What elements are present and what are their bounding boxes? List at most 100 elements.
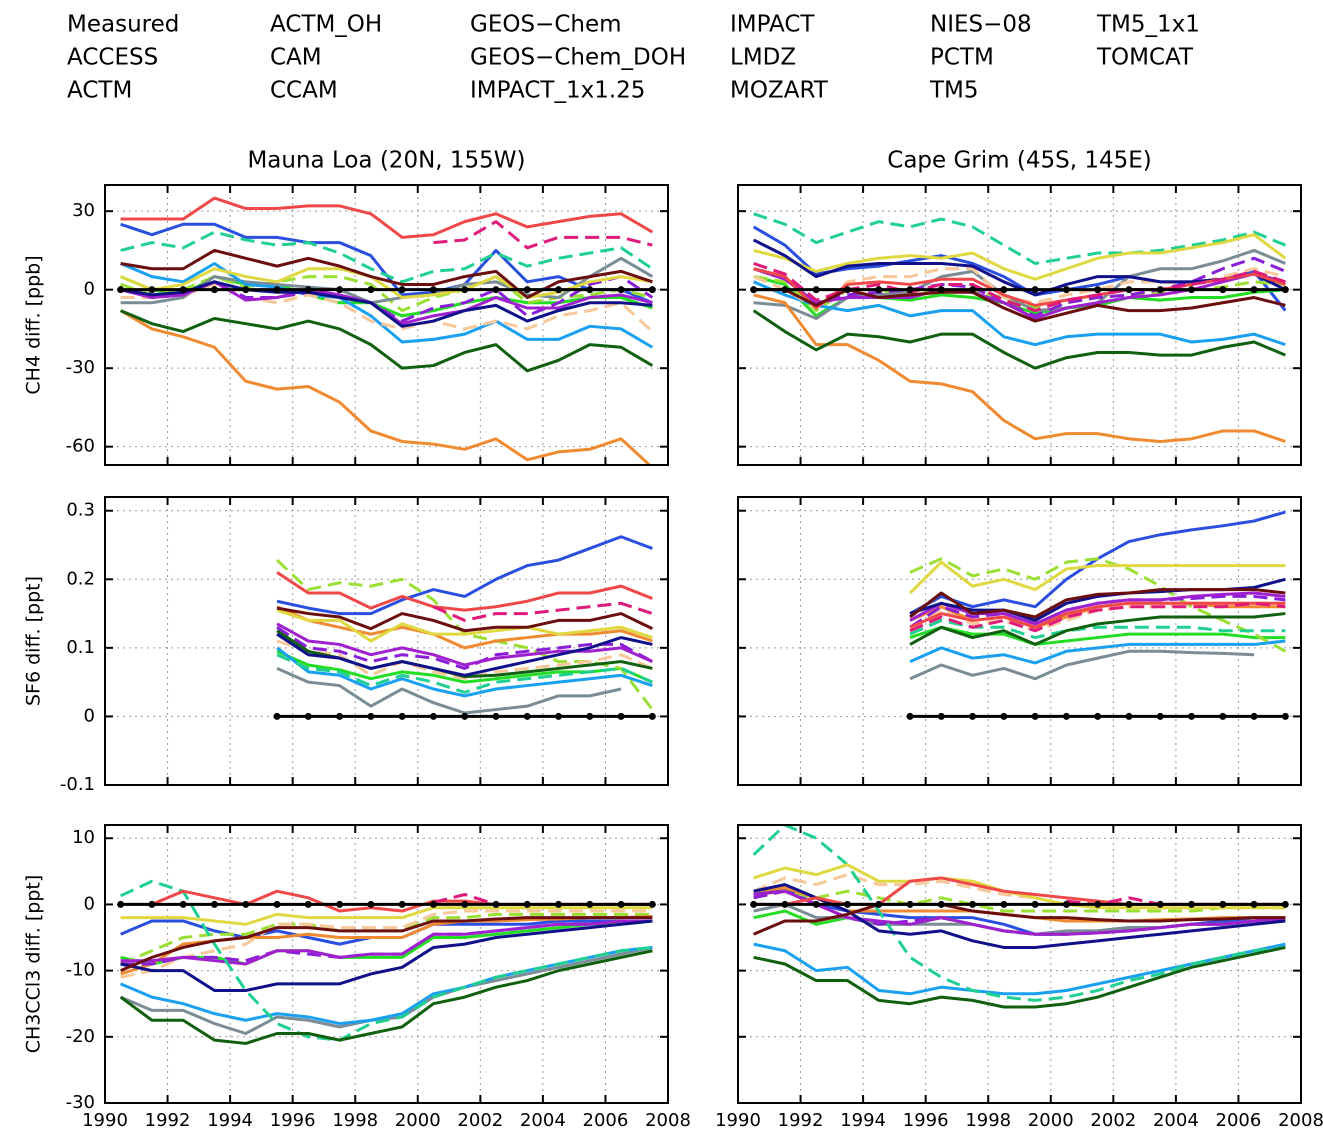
panel: 1990 1992 1994 1996 1998 2000 2002 2004 2006 2008 <box>715 824 1323 1131</box>
data-point <box>781 900 789 908</box>
data-point <box>937 286 945 294</box>
y-tick-label: -0.1 <box>60 774 95 795</box>
data-point <box>1219 900 1227 908</box>
data-point <box>969 712 977 720</box>
legend-entry: IMPACT <box>730 12 815 38</box>
plot-frame <box>737 496 1302 786</box>
x-tick-label: 1992 <box>145 1110 191 1131</box>
series-line <box>276 639 653 681</box>
data-point <box>1000 286 1008 294</box>
panel-title: Mauna Loa (20N, 155W) <box>247 148 525 174</box>
series-line <box>120 262 654 349</box>
data-point <box>273 712 281 720</box>
y-tick-label: 10 <box>72 827 95 848</box>
data-point <box>1281 900 1289 908</box>
data-point <box>1250 900 1258 908</box>
y-axis-label: SF6 diff. [ppt] <box>23 576 45 706</box>
data-point <box>1219 286 1227 294</box>
panel: -30 -20 -10 0 10 1990 1992 1994 1996 1998 2000 2002… <box>23 824 691 1131</box>
y-tick-label: 0.1 <box>66 637 95 658</box>
data-point <box>1188 286 1196 294</box>
series-line <box>276 571 653 612</box>
data-point <box>617 712 625 720</box>
data-point <box>1281 712 1289 720</box>
y-tick-label: -30 <box>66 357 95 378</box>
x-tick-label: 2000 <box>395 1110 441 1131</box>
data-point <box>906 286 914 294</box>
series-line <box>753 280 1286 347</box>
x-tick-label: 2008 <box>1278 1110 1323 1131</box>
legend-entry: GEOS−Chem <box>470 12 622 38</box>
data-point <box>429 286 437 294</box>
data-point <box>179 900 187 908</box>
x-tick-label: 2000 <box>1028 1110 1074 1131</box>
series-line <box>752 309 1286 370</box>
series-line <box>909 510 1286 615</box>
series-line <box>753 863 1286 910</box>
data-point <box>117 286 125 294</box>
data-point <box>273 286 281 294</box>
series-line <box>120 906 653 926</box>
plot-area <box>117 196 656 465</box>
series-line <box>753 233 1287 281</box>
data-point <box>843 900 851 908</box>
legend-entry: PCTM <box>930 45 994 71</box>
data-point <box>617 286 625 294</box>
legend-entry: ACTM <box>67 78 132 104</box>
y-tick-label: -20 <box>66 1026 95 1047</box>
legend-entry: TM5 <box>929 78 979 104</box>
data-point <box>1188 712 1196 720</box>
series-line <box>909 588 1286 619</box>
data-point <box>367 900 375 908</box>
data-point <box>304 900 312 908</box>
legend-entry: CAM <box>270 45 322 71</box>
x-tick-label: 1990 <box>82 1110 128 1131</box>
panel <box>737 496 1302 786</box>
data-point <box>648 286 656 294</box>
series-line <box>276 608 653 643</box>
legend-entry: CCAM <box>270 78 338 104</box>
plot-frame <box>104 184 669 466</box>
legend-entry: GEOS−Chem_DOH <box>470 45 686 71</box>
plot-frame <box>104 824 669 1104</box>
data-point <box>1219 712 1227 720</box>
data-point <box>492 286 500 294</box>
data-point <box>117 900 125 908</box>
series-line <box>753 212 1286 265</box>
series-line <box>120 248 653 300</box>
series-line <box>120 280 653 328</box>
data-point <box>1062 900 1070 908</box>
legend-entry: TM5_1x1 <box>1096 12 1200 38</box>
y-tick-label: -60 <box>66 436 95 457</box>
data-point <box>461 712 469 720</box>
data-point <box>179 286 187 294</box>
series-line <box>753 883 1286 949</box>
data-point <box>906 900 914 908</box>
plot-area <box>273 535 656 720</box>
plot-frame <box>737 824 1302 1104</box>
series-line <box>119 949 653 1045</box>
data-point <box>210 286 218 294</box>
series-line <box>276 622 653 667</box>
panel-title: Cape Grim (45S, 145E) <box>887 148 1151 174</box>
data-point <box>242 900 250 908</box>
x-tick-label: 2004 <box>1153 1110 1199 1131</box>
panel: -60 -30 0 30 Mauna Loa (20N, 155W) CH4 diff. … <box>23 148 669 466</box>
x-tick-label: 1994 <box>840 1110 886 1131</box>
data-point <box>843 286 851 294</box>
data-point <box>1094 712 1102 720</box>
data-point <box>1125 712 1133 720</box>
series-line <box>120 196 654 239</box>
y-tick-label: 0 <box>84 279 95 300</box>
legend-entry: TOMCAT <box>1096 45 1194 71</box>
series-line <box>119 309 652 465</box>
series-line <box>908 560 1286 595</box>
series-line <box>909 601 1286 629</box>
y-tick-label: 0.3 <box>66 500 95 521</box>
data-point <box>1000 712 1008 720</box>
series-line <box>120 919 653 966</box>
data-point <box>398 900 406 908</box>
series-line <box>753 293 1286 443</box>
series-line <box>909 625 1286 646</box>
